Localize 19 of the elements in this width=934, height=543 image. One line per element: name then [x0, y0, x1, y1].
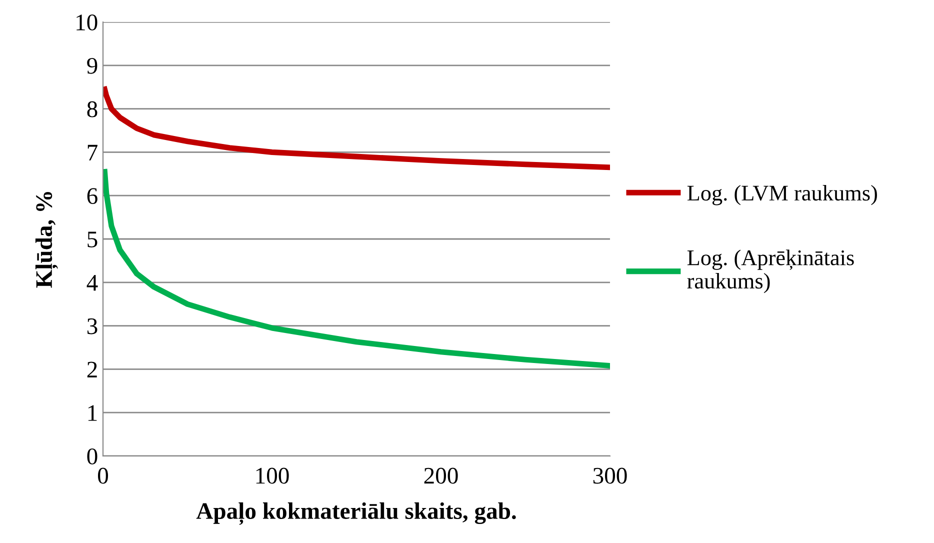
- y-tick-label: 8: [87, 101, 98, 118]
- y-axis-title: Kļūda, %: [35, 192, 58, 288]
- x-tick-label: 300: [593, 468, 627, 484]
- y-tick-label: 7: [88, 144, 98, 160]
- x-axis-title: Apaļo kokmateriālu skaits, gab.: [196, 502, 516, 525]
- y-tick-label: 10: [76, 14, 98, 30]
- y-tick-label: 2: [87, 362, 97, 378]
- y-tick-label: 1: [88, 405, 97, 421]
- y-tick-label: 0: [87, 448, 98, 464]
- y-tick-label: 6: [87, 188, 98, 204]
- legend-label: Log. (Aprēķinātais raukums): [687, 250, 854, 294]
- y-tick-label: 5: [88, 232, 98, 248]
- legend-label: Log. (LVM raukums): [687, 185, 877, 206]
- y-tick-label: 4: [86, 275, 98, 291]
- x-tick-label: 200: [424, 468, 458, 484]
- y-tick-label: 3: [87, 318, 98, 334]
- x-tick-label: 100: [256, 468, 289, 484]
- x-tick-label: 0: [98, 468, 108, 484]
- y-tick-label: 9: [87, 58, 98, 74]
